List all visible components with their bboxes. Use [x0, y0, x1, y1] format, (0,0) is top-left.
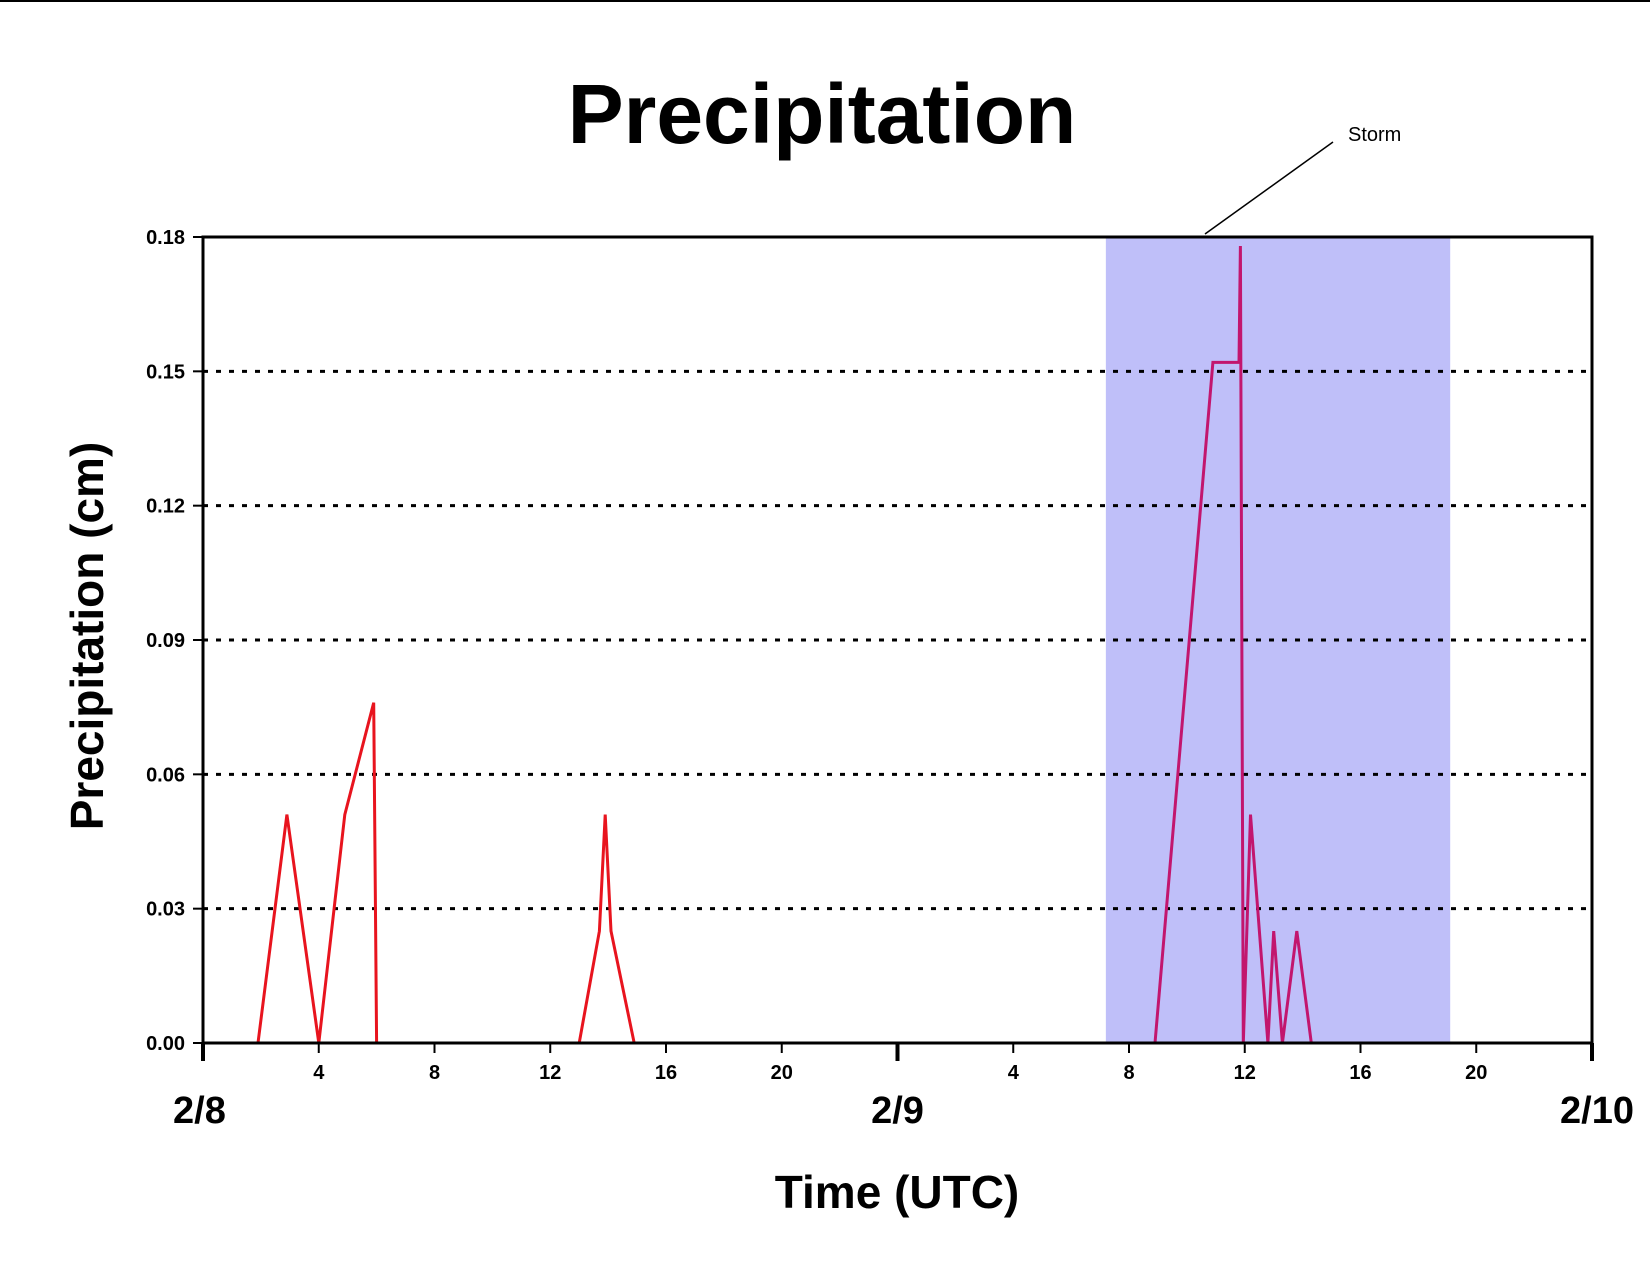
y-axis-title: Precipitation (cm) — [61, 442, 113, 831]
y-tick-label: 0.06 — [146, 764, 185, 786]
y-tick-label: 0.00 — [146, 1033, 185, 1055]
gridlines — [203, 369, 1592, 911]
x-tick-label: 8 — [1123, 1062, 1134, 1084]
x-date-label: 2/10 — [1560, 1090, 1634, 1132]
x-tick-label: 20 — [771, 1062, 793, 1084]
storm-annotation: Storm — [1204, 124, 1401, 235]
x-tick-label: 4 — [1008, 1062, 1020, 1084]
x-tick-label: 12 — [539, 1062, 561, 1084]
x-date-label: 2/8 — [173, 1090, 226, 1132]
x-axis-ticks: 4 8 12 16 20 4 8 12 16 20 — [201, 1043, 1594, 1084]
chart-title: Precipitation — [568, 67, 1077, 161]
x-tick-label: 4 — [313, 1062, 325, 1084]
storm-leader-line — [1204, 141, 1334, 235]
storm-shaded-region — [1105, 237, 1451, 1043]
y-tick-label: 0.12 — [146, 496, 185, 518]
x-tick-label: 16 — [655, 1062, 677, 1084]
y-axis-ticks: 0.00 0.03 0.06 0.09 0.12 0.15 0.18 — [146, 227, 203, 1055]
x-tick-label: 12 — [1234, 1062, 1256, 1084]
x-tick-label: 16 — [1349, 1062, 1371, 1084]
x-axis-title: Time (UTC) — [775, 1166, 1020, 1218]
x-date-label: 2/9 — [871, 1090, 924, 1132]
y-tick-label: 0.18 — [146, 227, 185, 249]
storm-label: Storm — [1348, 124, 1401, 146]
y-tick-label: 0.15 — [146, 361, 185, 383]
x-tick-label: 20 — [1465, 1062, 1487, 1084]
x-tick-label: 8 — [429, 1062, 440, 1084]
precip-series-line-1 — [203, 702, 1106, 1045]
y-tick-label: 0.09 — [146, 630, 185, 652]
y-tick-label: 0.03 — [146, 899, 185, 921]
x-axis-date-labels: 2/8 2/9 2/10 — [173, 1090, 1634, 1132]
storm-region-layer — [1105, 237, 1451, 1043]
precip-series-line-2 — [1105, 245, 1592, 1045]
